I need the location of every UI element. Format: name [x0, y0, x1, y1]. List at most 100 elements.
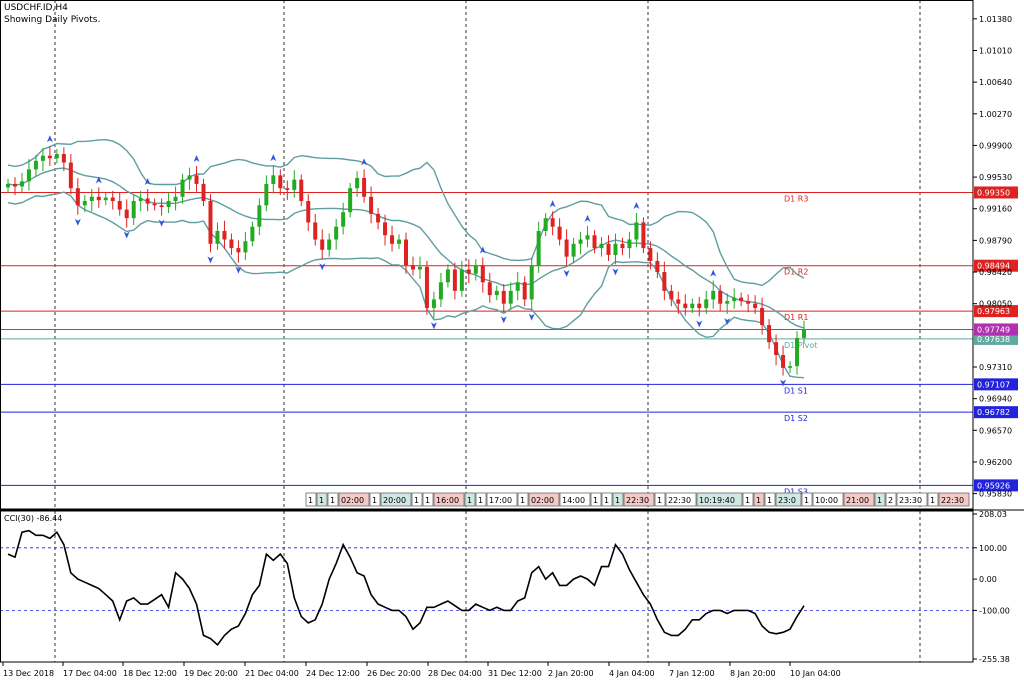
time-box-4 — [369, 492, 381, 507]
pivot-price-box-6 — [974, 479, 1018, 492]
candle-37 — [264, 183, 269, 206]
x-tick-label-5: 24 Dec 12:00 — [306, 669, 360, 678]
candle-99 — [697, 303, 702, 308]
price-tick-label-3: 1.00270 — [979, 110, 1012, 119]
price-tick-label-12: 0.96570 — [979, 426, 1012, 435]
price-tick-label-8: 0.98420 — [979, 268, 1012, 277]
fractal-down-22 — [158, 219, 165, 227]
time-label-21: 10:19:40 — [699, 496, 735, 505]
price-tick-label-13: 0.96200 — [979, 458, 1012, 467]
pivot-label-4: D1 S1 — [784, 386, 808, 395]
time-label-13: 02:00 — [531, 496, 554, 505]
time-box-12 — [517, 492, 529, 507]
fractal-up-13 — [95, 176, 102, 184]
time-box-5 — [380, 492, 412, 507]
fractal-down-80 — [563, 270, 570, 278]
candle-113 — [795, 337, 800, 367]
pivot-price-label-5: 0.96782 — [977, 408, 1010, 417]
time-label-16: 1 — [604, 496, 609, 505]
time-box-18 — [623, 492, 655, 507]
cci-line — [7, 529, 805, 646]
candle-83 — [585, 235, 590, 240]
chart-title: USDCHF.ID,H4 — [4, 3, 68, 13]
candle-20 — [145, 198, 150, 204]
candle-0 — [6, 183, 10, 188]
x-tick-label-3: 19 Dec 20:00 — [184, 669, 238, 678]
candle-103 — [725, 301, 730, 304]
candle-3 — [26, 169, 31, 182]
candle-70 — [494, 290, 499, 296]
fractal-up-90 — [633, 202, 640, 210]
time-label-11: 17:00 — [489, 496, 512, 505]
candle-107 — [753, 303, 758, 308]
candle-17 — [124, 209, 129, 219]
time-label-31: 23:30 — [899, 496, 922, 505]
x-tick-label-6: 26 Dec 20:00 — [367, 669, 421, 678]
time-box-25 — [775, 492, 802, 507]
time-box-31 — [896, 492, 928, 507]
candle-49 — [348, 188, 353, 213]
candle-19 — [138, 198, 143, 202]
fractal-down-29 — [207, 256, 214, 264]
candle-38 — [271, 175, 276, 184]
fractal-up-38 — [270, 154, 277, 162]
price-tick-label-10: 0.97310 — [979, 363, 1012, 372]
price-tick-label-4: 0.99900 — [979, 141, 1012, 150]
fractal-up-51 — [361, 158, 368, 166]
time-box-20 — [665, 492, 697, 507]
time-label-1: 1 — [319, 496, 324, 505]
candle-41 — [292, 179, 297, 190]
candle-22 — [159, 205, 164, 208]
time-box-8 — [433, 492, 465, 507]
candle-4 — [33, 160, 38, 170]
pivot-label-0: D1 R3 — [784, 194, 808, 203]
time-box-14 — [559, 492, 591, 507]
pivot-label-1: D1 R2 — [784, 268, 808, 277]
candle-54 — [383, 222, 388, 236]
time-box-28 — [843, 492, 875, 507]
price-tick-label-1: 1.01010 — [979, 46, 1012, 55]
candle-43 — [306, 201, 311, 223]
time-label-30: 2 — [888, 496, 893, 505]
candle-86 — [606, 243, 611, 255]
price-tick-label-6: 0.99160 — [979, 205, 1012, 214]
time-box-19 — [654, 492, 666, 507]
candle-6 — [47, 155, 52, 159]
candle-62 — [438, 282, 443, 300]
fractal-down-61 — [430, 322, 437, 330]
candle-92 — [648, 248, 653, 261]
candle-16 — [117, 201, 122, 210]
pivot-price-box-3 — [974, 332, 1018, 345]
x-tick-label-8: 31 Dec 12:00 — [488, 669, 542, 678]
pivot-label-5: D1 S2 — [784, 414, 808, 423]
time-box-27 — [812, 492, 844, 507]
candle-40 — [285, 188, 290, 190]
candle-93 — [655, 260, 660, 273]
time-box-24 — [764, 492, 776, 507]
time-label-6: 1 — [414, 496, 419, 505]
pivot-price-label-2: 0.97963 — [977, 307, 1010, 316]
time-box-29 — [874, 492, 886, 507]
candle-47 — [334, 226, 339, 240]
x-tick-label-0: 13 Dec 2018 — [3, 669, 54, 678]
candle-59 — [417, 266, 422, 270]
pivot-price-box-2 — [974, 305, 1018, 318]
time-label-8: 16:00 — [436, 496, 459, 505]
candle-74 — [522, 282, 527, 300]
candle-46 — [327, 239, 332, 250]
candle-106 — [746, 301, 751, 304]
fractal-down-87 — [612, 268, 619, 276]
time-label-22: 1 — [745, 496, 750, 505]
candle-94 — [662, 272, 667, 291]
candle-96 — [676, 299, 681, 304]
candle-77 — [543, 218, 548, 231]
candle-9 — [68, 162, 73, 189]
time-label-20: 22:30 — [668, 496, 691, 505]
candle-1 — [12, 183, 17, 187]
candle-91 — [641, 222, 646, 249]
candle-12 — [89, 196, 94, 202]
candle-24 — [173, 196, 178, 202]
candle-61 — [431, 299, 436, 308]
candle-114 — [802, 329, 806, 338]
candle-21 — [152, 203, 157, 206]
